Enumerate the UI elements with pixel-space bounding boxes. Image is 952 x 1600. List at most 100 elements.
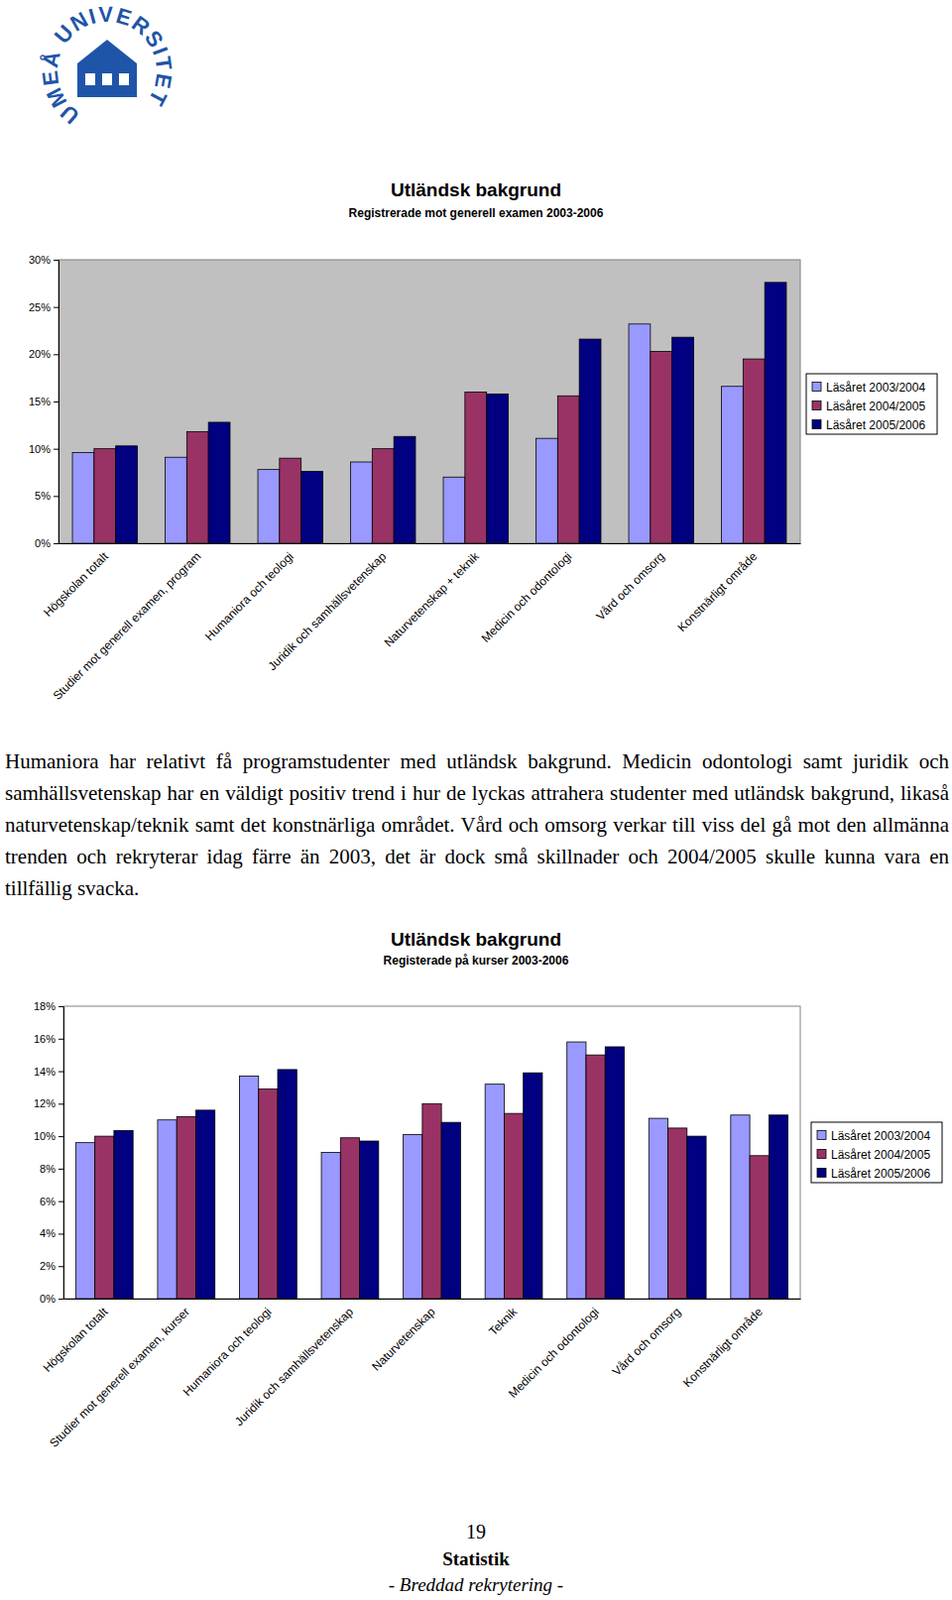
y-tick-label: 25%: [28, 301, 51, 314]
legend-label: Läsåret 2005/2006: [826, 418, 926, 433]
y-tick-label: 15%: [28, 395, 51, 408]
bar: [277, 1070, 297, 1300]
bar: [176, 1116, 196, 1300]
bar: [321, 1153, 341, 1301]
y-tick: 8%: [39, 1163, 64, 1176]
section-title: Statistik: [442, 1548, 510, 1570]
legend-label: Läsåret 2003/2004: [831, 1129, 931, 1144]
y-tick: 10%: [28, 443, 59, 456]
bar: [557, 395, 580, 544]
bars: [72, 282, 787, 544]
y-tick-mark: [58, 1266, 64, 1268]
bar: [371, 449, 394, 544]
y-tick-label: 20%: [28, 348, 51, 360]
y-tick: 0%: [39, 1293, 64, 1306]
x-tick-label: Juridik och samhällsvetenskap: [264, 549, 389, 674]
bar: [672, 337, 695, 544]
x-tick: Högskolan totalt: [40, 549, 112, 620]
bar: [157, 1120, 177, 1300]
x-tick-label: Humaniora och teologi: [202, 549, 297, 644]
x-tick: Naturvetenskap + teknik: [381, 549, 483, 651]
y-axis: 0%2%4%6%8%10%12%14%16%18%: [33, 1000, 65, 1306]
bar: [768, 1115, 788, 1300]
y-axis: 0% 5% 10% 15% 20% 25% 30%: [28, 253, 60, 550]
x-tick: Teknik: [485, 1305, 521, 1340]
bar: [486, 393, 509, 544]
bar: [186, 432, 209, 544]
bar: [257, 470, 280, 544]
y-tick-mark: [58, 1103, 64, 1105]
x-tick-label: Humaniora och teologi: [180, 1305, 275, 1400]
y-tick-label: 18%: [33, 1000, 56, 1013]
y-tick-label: 10%: [33, 1130, 56, 1143]
x-axis: Högskolan totaltStudier mot generell exa…: [40, 544, 801, 704]
x-tick: Medicin och odontologi: [478, 549, 576, 646]
legend-swatch: [812, 401, 822, 411]
bar: [279, 458, 302, 544]
y-tick-mark: [58, 1201, 64, 1203]
y-tick-mark: [58, 1039, 64, 1041]
legend-swatch: [817, 1150, 827, 1160]
x-axis-line: [64, 1299, 802, 1301]
y-tick: 15%: [28, 395, 59, 408]
page-number: 19: [466, 1521, 486, 1544]
x-tick: Humaniora och teologi: [180, 1305, 275, 1400]
legend-label: Läsåret 2003/2004: [826, 380, 926, 395]
logo-figure: [85, 73, 96, 86]
x-tick-label: Vård och omsorg: [593, 549, 668, 624]
bar: [403, 1134, 423, 1300]
bar: [650, 351, 673, 544]
x-tick: Juridik och samhällsvetenskap: [232, 1305, 357, 1429]
legend-label: Läsåret 2004/2005: [831, 1148, 931, 1163]
y-tick: 30%: [28, 253, 59, 266]
legend-swatch: [812, 382, 822, 392]
paragraph: Humaniora har relativt få programstudent…: [4, 745, 950, 905]
bar: [443, 476, 466, 544]
x-tick: Humaniora och teologi: [202, 549, 297, 644]
y-tick-mark: [58, 1006, 64, 1008]
logo: UMEÅ UNIVERSITET: [36, 1, 177, 129]
x-tick: Vård och omsorg: [609, 1305, 685, 1380]
y-tick-label: 6%: [39, 1195, 56, 1208]
bar: [523, 1072, 543, 1300]
x-tick-label: Studier mot generell examen, kurser: [46, 1305, 193, 1451]
y-tick-mark: [58, 1299, 64, 1301]
series: [116, 282, 787, 544]
x-tick-label: Medicin och odontologi: [505, 1305, 602, 1402]
x-tick: Vård och omsorg: [593, 549, 668, 624]
y-tick-label: 16%: [33, 1033, 56, 1046]
chart-title: Utländsk bakgrund: [390, 179, 562, 201]
x-tick-label: Juridik och samhällsvetenskap: [232, 1305, 357, 1429]
y-tick-mark: [58, 1071, 64, 1073]
y-tick-label: 0%: [39, 1293, 56, 1306]
x-tick: Juridik och samhällsvetenskap: [264, 549, 389, 674]
x-tick-label: Naturvetenskap + teknik: [381, 549, 483, 651]
y-tick-label: 10%: [28, 443, 51, 456]
x-axis-line: [59, 543, 802, 545]
legend: Läsåret 2003/2004Läsåret 2004/2005Läsåre…: [811, 1122, 943, 1184]
bar: [359, 1141, 379, 1300]
x-tick-label: Konstnärligt område: [680, 1305, 766, 1391]
y-tick-label: 2%: [39, 1260, 56, 1273]
logo-figure: [119, 73, 129, 86]
logo-house: [77, 39, 137, 98]
bar: [648, 1118, 668, 1300]
bar: [351, 462, 373, 544]
y-tick-label: 8%: [39, 1163, 56, 1176]
chart-subtitle: Registrerade mot generell examen 2003-20…: [349, 206, 604, 221]
bar: [742, 358, 765, 544]
bar: [503, 1113, 523, 1300]
y-tick-mark: [53, 449, 59, 451]
x-tick: Studier mot generell examen, kurser: [46, 1305, 193, 1451]
y-tick-label: 4%: [39, 1227, 56, 1240]
bar: [75, 1143, 95, 1300]
y-tick: 25%: [28, 301, 59, 314]
y-tick-label: 0%: [34, 537, 51, 550]
legend-label: Läsåret 2004/2005: [826, 399, 926, 414]
y-tick-label: 30%: [28, 253, 51, 266]
bar: [94, 449, 117, 544]
y-tick-label: 5%: [34, 489, 51, 502]
x-tick: Högskolan totalt: [40, 1305, 112, 1376]
bar: [730, 1115, 750, 1300]
bar: [536, 438, 559, 544]
